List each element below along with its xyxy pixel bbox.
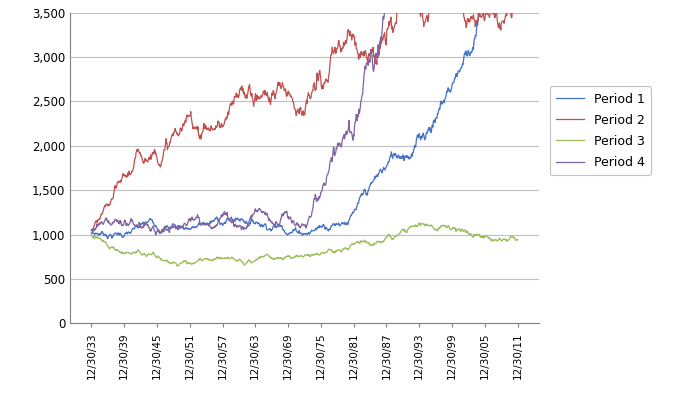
Period 1 — [87, 230, 95, 235]
Period 3 — [181, 258, 190, 263]
Period 3 — [160, 258, 168, 263]
Period 3 — [87, 232, 95, 237]
Period 3 — [174, 263, 182, 268]
Period 3 — [514, 237, 522, 242]
Period 3 — [104, 244, 113, 249]
Period 1 — [104, 233, 113, 238]
Period 1 — [172, 226, 181, 231]
Period 2 — [87, 228, 95, 233]
Period 1 — [160, 226, 169, 231]
Period 4 — [181, 223, 190, 228]
Period 4 — [379, 14, 387, 19]
Period 2 — [286, 94, 295, 99]
Period 1 — [104, 236, 112, 241]
Period 2 — [181, 120, 190, 125]
Line: Period 3: Period 3 — [91, 223, 518, 266]
Period 4 — [151, 232, 160, 237]
Period 3 — [415, 220, 424, 226]
Period 4 — [160, 227, 169, 232]
Period 2 — [160, 147, 169, 152]
Line: Period 1: Period 1 — [91, 0, 518, 239]
Period 2 — [379, 36, 387, 41]
Period 4 — [104, 218, 113, 223]
Period 3 — [172, 260, 180, 265]
Period 1 — [286, 230, 295, 235]
Period 1 — [181, 225, 190, 230]
Line: Period 2: Period 2 — [91, 0, 518, 231]
Period 1 — [379, 167, 387, 172]
Line: Period 4: Period 4 — [91, 0, 518, 235]
Period 2 — [88, 229, 97, 234]
Period 2 — [104, 202, 113, 207]
Period 3 — [379, 239, 387, 244]
Period 3 — [286, 255, 295, 260]
Period 4 — [286, 215, 295, 220]
Period 2 — [172, 129, 181, 134]
Legend: Period 1, Period 2, Period 3, Period 4: Period 1, Period 2, Period 3, Period 4 — [550, 86, 651, 175]
Period 4 — [87, 228, 95, 233]
Period 4 — [172, 226, 181, 231]
